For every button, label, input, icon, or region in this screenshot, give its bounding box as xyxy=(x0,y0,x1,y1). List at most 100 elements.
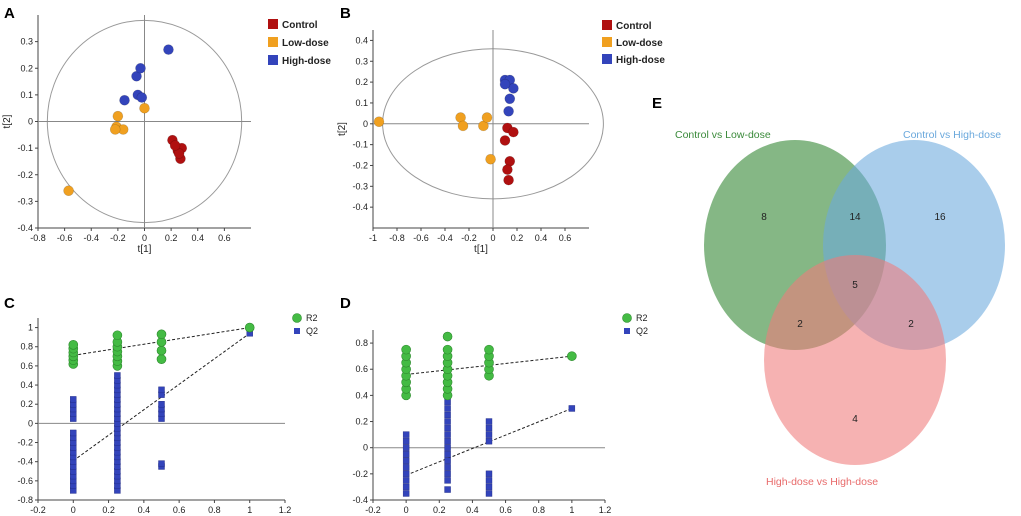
y-tick-label: -0.2 xyxy=(352,469,368,479)
q2-point xyxy=(444,486,451,493)
q2-point xyxy=(70,396,77,403)
legend-a-control: Control xyxy=(282,20,318,31)
x-tick-label: -0.6 xyxy=(413,233,429,243)
q2-point xyxy=(70,429,77,437)
r2-point xyxy=(484,344,494,355)
x-tick-label: 0.6 xyxy=(218,233,231,243)
x-tick-label: -1 xyxy=(369,233,377,243)
q2-point xyxy=(485,470,493,478)
y-tick-label: -0.4 xyxy=(17,457,33,467)
q2-point xyxy=(402,470,410,478)
legend-d-r2-marker xyxy=(622,313,632,323)
q2-point xyxy=(568,405,576,412)
y-tick-label: 0 xyxy=(28,418,33,428)
y-tick-label: 0.3 xyxy=(20,37,33,47)
r2-point xyxy=(68,340,79,350)
permutation-plot-c: -0.2 0 0.2 0.4 0.6 0.8 1 1.2 -0.8 -0.6 -0.4 -0.2 0 0.… xyxy=(17,318,291,515)
point-low xyxy=(457,120,469,132)
q2-point xyxy=(402,444,410,451)
panel-label-d: D xyxy=(340,295,351,312)
x-tick-label: -0.2 xyxy=(461,233,477,243)
point-high xyxy=(136,92,148,103)
point-high xyxy=(508,83,519,94)
venn-count-intersection-1-3: 2 xyxy=(797,319,803,330)
venn-count-only-control-vs-low: 8 xyxy=(761,212,767,223)
scores-plot-a: -0.8 -0.6 -0.4 -0.2 0 0.2 0.4 0.6 -0.4 -0.3 -0.2 -0… xyxy=(2,15,251,255)
y-tick-label: 0.4 xyxy=(355,35,368,45)
legend-b: Control Low-dose High-dose xyxy=(602,20,665,66)
legend-b-low-swatch xyxy=(602,37,612,47)
x-tick-label: -0.4 xyxy=(437,233,453,243)
x-tick-label: -0.8 xyxy=(30,233,46,243)
x-tick-label: 0.2 xyxy=(433,505,446,515)
y-tick-label: 0.2 xyxy=(20,399,33,409)
venn-diagram: Control vs Low-dose Control vs High-dose… xyxy=(675,129,1005,488)
r2-point xyxy=(442,331,453,342)
q2-point xyxy=(444,437,451,445)
q2-point xyxy=(444,457,451,464)
y-tick-label: -0.6 xyxy=(17,476,33,486)
y-tick-label: -0.4 xyxy=(352,202,368,212)
y-tick-label: 0.2 xyxy=(355,77,368,87)
y-tick-label: 0.8 xyxy=(355,338,368,348)
point-high xyxy=(503,105,514,117)
y-tick-label: 0.4 xyxy=(20,380,33,390)
q2-point xyxy=(402,457,410,464)
q2-point xyxy=(444,411,451,419)
y-tick-label: 0.2 xyxy=(355,417,368,427)
y-tick-label: -0.4 xyxy=(17,223,33,233)
panel-label-b: B xyxy=(340,5,351,22)
q2-point xyxy=(402,451,410,458)
legend-b-control: Control xyxy=(616,21,652,32)
x-tick-label: -0.4 xyxy=(83,233,99,243)
legend-c-q2-marker xyxy=(294,328,300,334)
q2-point xyxy=(444,477,451,484)
q2-point xyxy=(485,437,493,445)
point-control xyxy=(499,135,511,146)
x-tick-label: 0 xyxy=(404,505,409,515)
y-tick-label: 0.6 xyxy=(355,364,368,374)
x-tick-label: 0 xyxy=(71,505,76,515)
y-tick-label: 0 xyxy=(28,117,33,127)
q2-point xyxy=(444,431,451,438)
legend-b-low: Low-dose xyxy=(616,38,663,49)
q2-point xyxy=(444,470,451,478)
x-tick-label: 0.2 xyxy=(511,233,524,243)
r2-point xyxy=(401,344,411,355)
x-tick-label: 1.2 xyxy=(279,505,292,515)
y-tick-label: -0.1 xyxy=(17,143,33,153)
r2-point xyxy=(567,351,577,361)
point-high xyxy=(135,62,146,74)
venn-count-intersection-all: 5 xyxy=(852,280,858,291)
point-control xyxy=(508,126,519,138)
q2-point xyxy=(444,405,451,412)
q2-point xyxy=(444,424,451,432)
panel-label-e: E xyxy=(652,95,662,112)
legend-c-r2-marker xyxy=(292,313,302,323)
q2-point xyxy=(158,386,165,394)
point-low xyxy=(373,116,385,128)
legend-a-control-swatch xyxy=(268,19,278,29)
x-tick-label: 0.6 xyxy=(173,505,186,515)
point-control xyxy=(503,174,514,186)
q2-point xyxy=(402,477,410,484)
q2-point xyxy=(402,464,410,471)
legend-c-q2: Q2 xyxy=(306,326,318,336)
point-low xyxy=(139,102,150,114)
y-tick-label: -0.2 xyxy=(17,438,33,448)
x-tick-label: 0 xyxy=(142,233,147,243)
q2-point xyxy=(444,444,451,451)
venn-count-only-high-vs-high: 4 xyxy=(852,414,858,425)
legend-d-q2-marker xyxy=(624,328,630,334)
x-tick-label: 0.2 xyxy=(165,233,178,243)
y-tick-label: 1 xyxy=(28,323,33,333)
q2-point xyxy=(444,451,451,458)
point-control xyxy=(502,164,513,175)
y-tick-label: 0.3 xyxy=(355,56,368,66)
q2-point xyxy=(158,460,165,467)
q2-point xyxy=(444,418,451,425)
q2-point xyxy=(485,483,493,491)
venn-count-intersection-1-2: 14 xyxy=(849,212,861,223)
q2-point xyxy=(402,431,410,438)
q2-point xyxy=(485,490,493,497)
